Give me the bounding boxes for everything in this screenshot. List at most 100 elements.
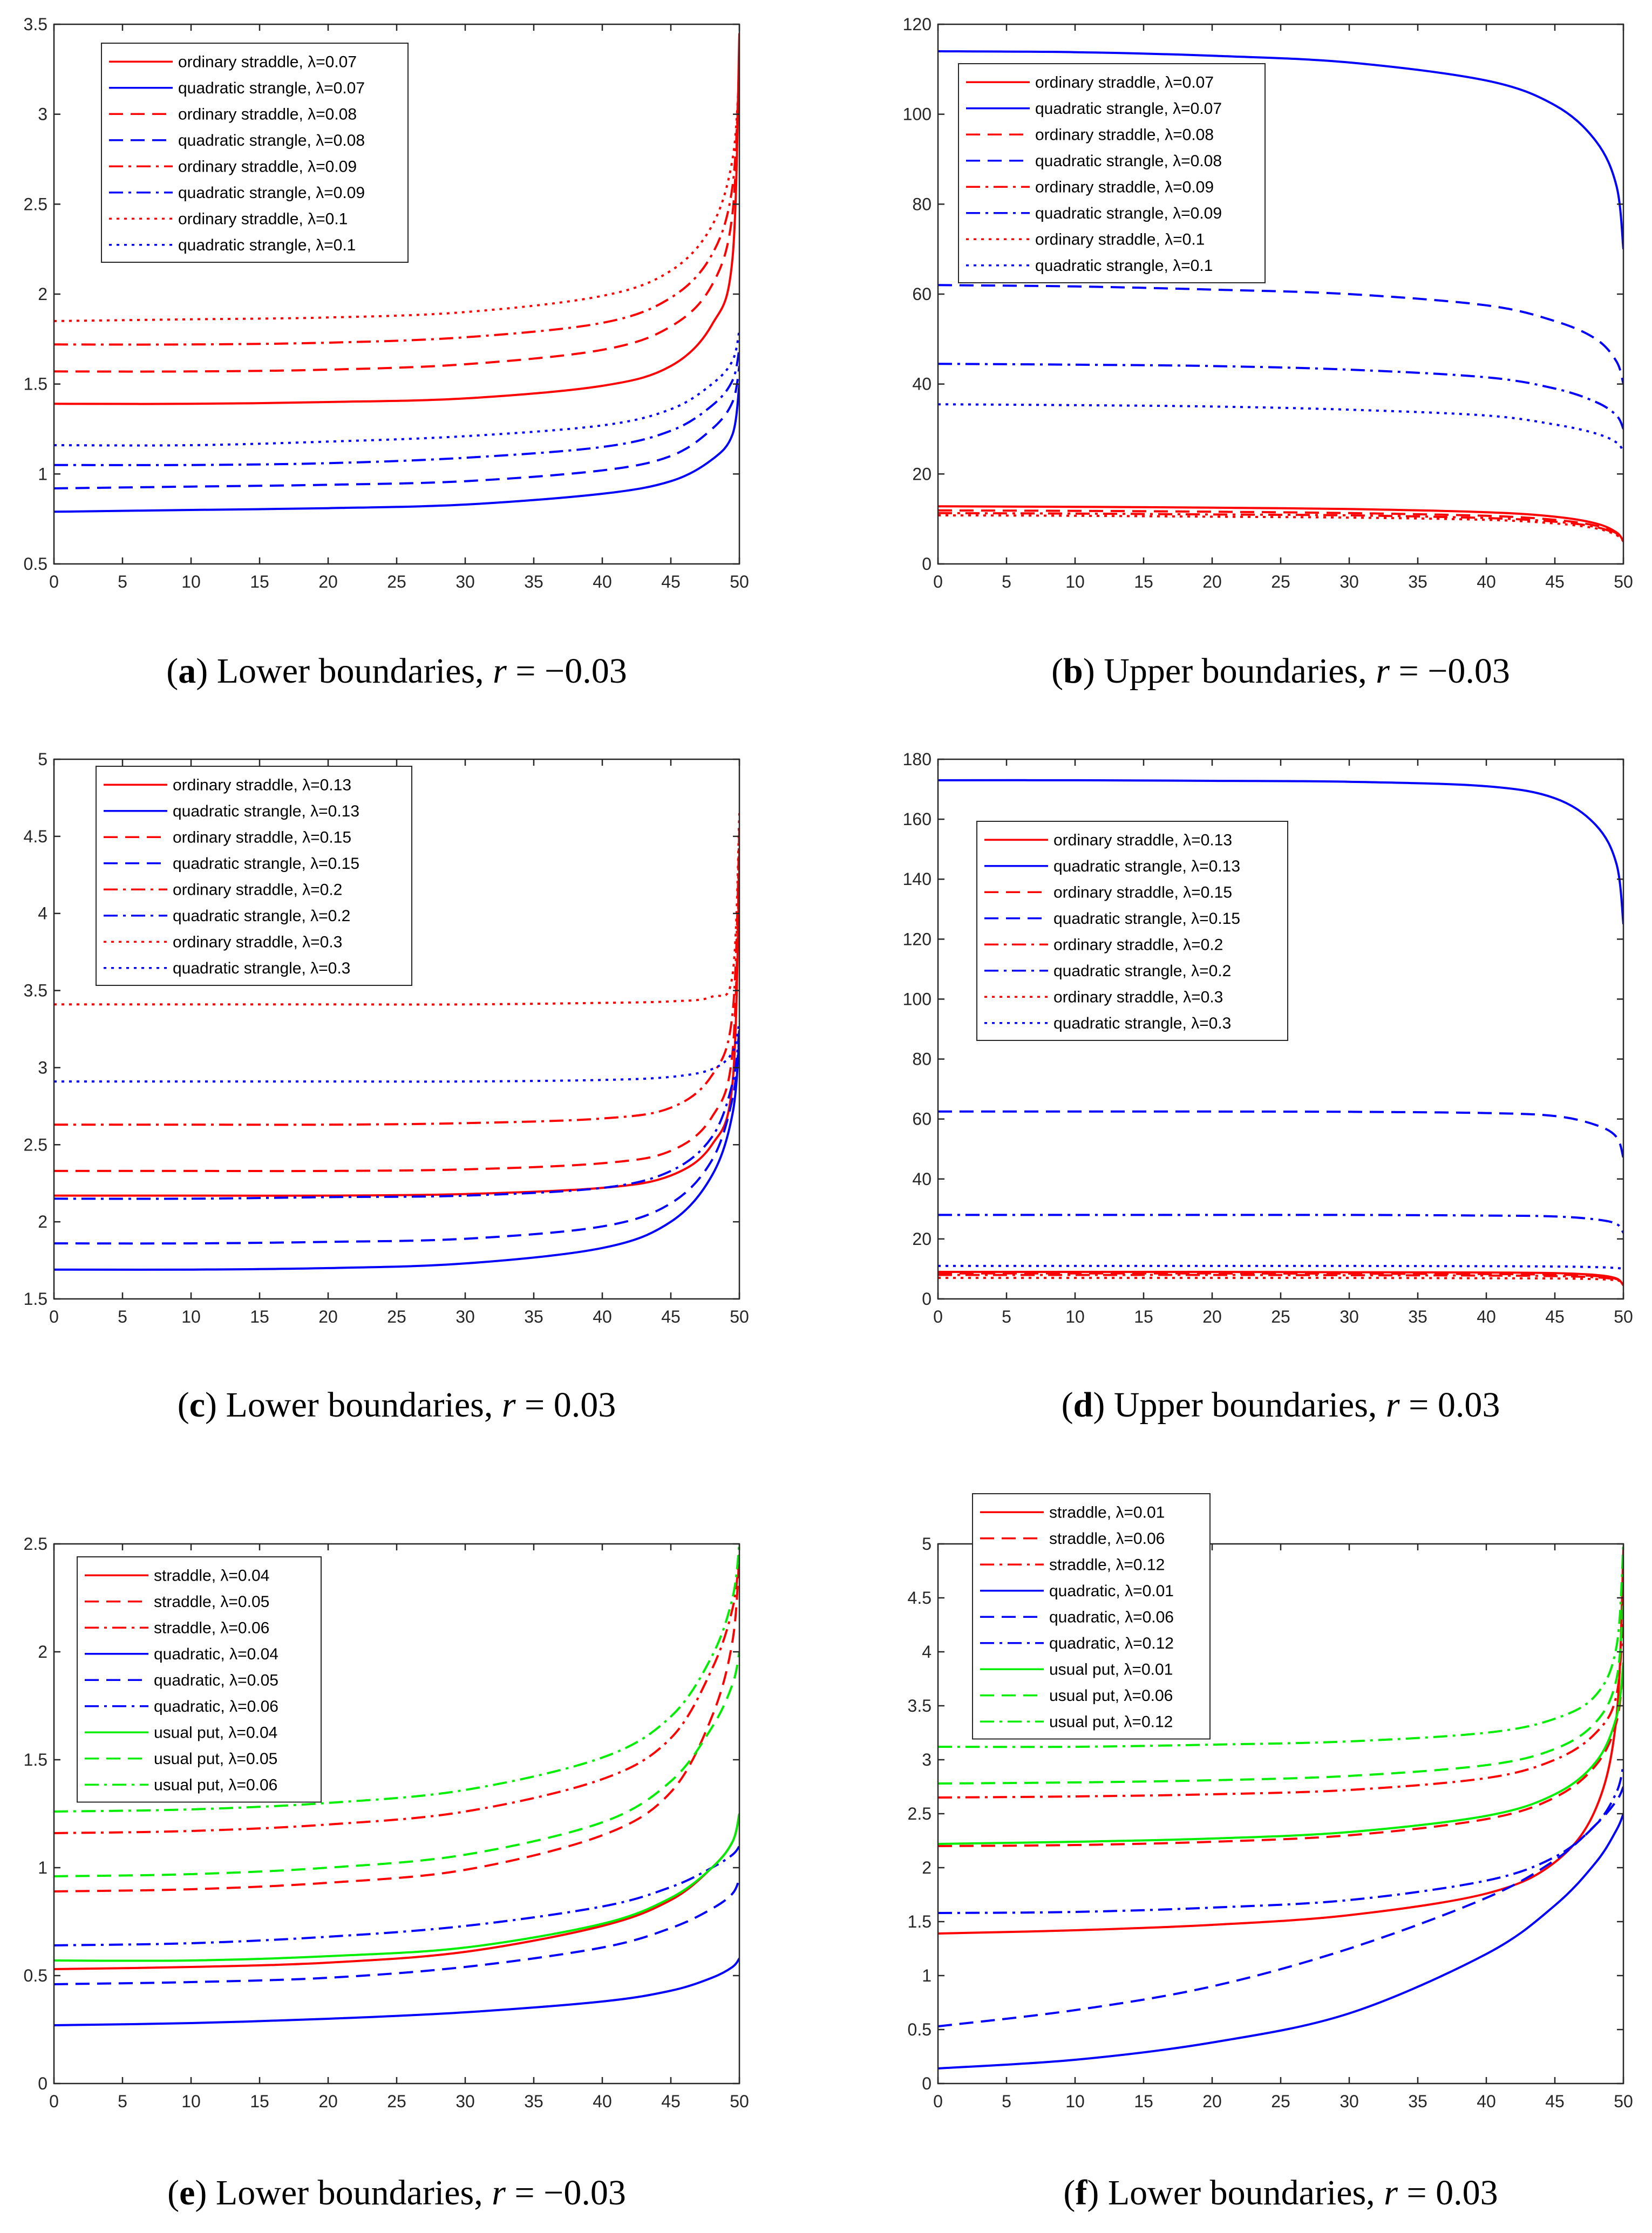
series-line-d-1 bbox=[938, 779, 1623, 924]
caption-letter: e bbox=[179, 2173, 195, 2212]
x-tick-label: 20 bbox=[1202, 2092, 1222, 2111]
x-tick-label: 50 bbox=[730, 1307, 749, 1326]
x-tick-label: 35 bbox=[524, 2092, 543, 2111]
subfigure-caption: (d) Upper boundaries, r = 0.03 bbox=[1062, 1385, 1500, 1425]
series-line-d-5 bbox=[938, 1214, 1623, 1234]
series-line-c-1 bbox=[54, 1037, 739, 1271]
x-tick-label: 40 bbox=[1477, 2092, 1496, 2111]
x-tick-label: 15 bbox=[250, 2092, 269, 2111]
subfigure-caption: (e) Lower boundaries, r = −0.03 bbox=[167, 2173, 626, 2212]
series-line-f-0 bbox=[938, 1549, 1623, 1935]
caption-punct: ) bbox=[1083, 651, 1104, 691]
x-tick-label: 10 bbox=[181, 572, 201, 591]
legend-entry: quadratic, λ=0.01 bbox=[1049, 1582, 1174, 1600]
series-line-f-6 bbox=[938, 1662, 1623, 1845]
legend-entry: ordinary straddle, λ=0.08 bbox=[1035, 126, 1214, 144]
series-line-b-5 bbox=[938, 363, 1623, 430]
caption-letter: f bbox=[1075, 2173, 1087, 2212]
legend-entry: usual put, λ=0.05 bbox=[154, 1750, 277, 1768]
legend-entry: quadratic, λ=0.05 bbox=[154, 1671, 278, 1689]
x-tick-label: 10 bbox=[1065, 2092, 1085, 2111]
y-tick-label: 2.5 bbox=[24, 194, 47, 214]
caption-punct: ) bbox=[1093, 1385, 1113, 1425]
x-tick-label: 0 bbox=[49, 1307, 59, 1326]
series-group bbox=[938, 50, 1623, 542]
legend-entry: straddle, λ=0.12 bbox=[1049, 1556, 1165, 1574]
series-line-e-2 bbox=[54, 1554, 739, 1834]
caption-var: r bbox=[1384, 2173, 1398, 2212]
caption-eq: = bbox=[1398, 2173, 1436, 2212]
series-line-a-2 bbox=[54, 51, 739, 373]
legend-entry: ordinary straddle, λ=0.3 bbox=[173, 933, 342, 951]
legend-entry: ordinary straddle, λ=0.07 bbox=[1035, 73, 1214, 91]
y-tick-label: 5 bbox=[38, 750, 47, 769]
legend-entry: ordinary straddle, λ=0.09 bbox=[1035, 178, 1214, 196]
caption-punct: ( bbox=[1062, 1385, 1073, 1425]
caption-punct: ( bbox=[166, 651, 178, 691]
x-tick-label: 30 bbox=[456, 2092, 475, 2111]
x-tick-label: 5 bbox=[1002, 572, 1011, 591]
legend-entry: quadratic strangle, λ=0.13 bbox=[173, 802, 359, 820]
caption-text: Lower boundaries, bbox=[216, 2173, 492, 2212]
y-tick-label: 120 bbox=[903, 929, 932, 949]
legend-entry: ordinary straddle, λ=0.2 bbox=[173, 881, 342, 898]
legend: ordinary straddle, λ=0.13 quadratic stran… bbox=[96, 766, 412, 986]
y-tick-label: 0 bbox=[38, 2074, 47, 2093]
x-tick-label: 40 bbox=[593, 2092, 612, 2111]
y-tick-label: 3 bbox=[38, 1058, 47, 1077]
legend-entry: straddle, λ=0.06 bbox=[154, 1619, 269, 1637]
series-line-c-6 bbox=[54, 813, 739, 1006]
y-tick-label: 0 bbox=[922, 2074, 932, 2093]
caption-val: 0.03 bbox=[1438, 1385, 1500, 1425]
x-tick-label: 20 bbox=[318, 572, 338, 591]
legend-entry: quadratic strangle, λ=0.08 bbox=[1035, 152, 1222, 170]
legend-entry: quadratic strangle, λ=0.1 bbox=[178, 236, 356, 254]
x-tick-label: 10 bbox=[181, 2092, 201, 2111]
subfigure-caption: (f) Lower boundaries, r = 0.03 bbox=[1063, 2173, 1498, 2212]
x-tick-label: 25 bbox=[1271, 2092, 1290, 2111]
legend-entry: usual put, λ=0.06 bbox=[1049, 1687, 1173, 1705]
series-line-d-3 bbox=[938, 1110, 1623, 1159]
y-tick-label: 20 bbox=[912, 464, 932, 484]
y-tick-label: 4.5 bbox=[908, 1588, 932, 1608]
chart-panel-c: 0 5 10 15 20 25 30 35 40 45 50 1.5 2 2.5 3 3.5 4 4.5 5 ordi… bbox=[24, 750, 749, 1425]
y-tick-label: 160 bbox=[903, 809, 932, 829]
x-tick-label: 20 bbox=[1202, 1307, 1222, 1326]
x-tick-label: 30 bbox=[1340, 2092, 1359, 2111]
series-line-f-3 bbox=[938, 1813, 1623, 2069]
caption-text: Lower boundaries, bbox=[1108, 2173, 1384, 2212]
series-line-f-8 bbox=[938, 1544, 1623, 1748]
y-tick-label: 2 bbox=[38, 1642, 47, 1662]
x-tick-label: 40 bbox=[1477, 572, 1496, 591]
series-line-f-7 bbox=[938, 1597, 1623, 1785]
caption-text: Lower boundaries, bbox=[226, 1385, 502, 1425]
series-group bbox=[54, 33, 739, 513]
x-tick-label: 50 bbox=[730, 572, 749, 591]
legend-entry: ordinary straddle, λ=0.07 bbox=[178, 53, 357, 71]
series-line-c-7 bbox=[54, 1021, 739, 1083]
x-tick-label: 25 bbox=[387, 2092, 406, 2111]
series-line-a-6 bbox=[54, 69, 739, 322]
x-tick-label: 45 bbox=[661, 572, 681, 591]
y-tick-label: 40 bbox=[912, 1169, 932, 1189]
x-tick-label: 0 bbox=[49, 572, 59, 591]
series-group bbox=[54, 1544, 739, 2026]
x-tick-label: 35 bbox=[1408, 1307, 1427, 1326]
caption-var: r bbox=[493, 651, 507, 691]
x-tick-label: 5 bbox=[1002, 1307, 1011, 1326]
x-tick-label: 40 bbox=[593, 572, 612, 591]
x-tick-label: 40 bbox=[1477, 1307, 1496, 1326]
x-tick-label: 10 bbox=[1065, 1307, 1085, 1326]
series-line-a-4 bbox=[54, 60, 739, 346]
series-line-c-2 bbox=[54, 852, 739, 1173]
legend-entry: straddle, λ=0.04 bbox=[154, 1567, 269, 1584]
legend-entry: quadratic strangle, λ=0.13 bbox=[1053, 857, 1240, 875]
series-line-d-2 bbox=[938, 1272, 1623, 1285]
x-tick-label: 5 bbox=[118, 1307, 127, 1326]
x-tick-label: 5 bbox=[118, 572, 127, 591]
subfigure-caption: (c) Lower boundaries, r = 0.03 bbox=[178, 1385, 616, 1425]
caption-eq: = bbox=[516, 1385, 554, 1425]
legend-entry: quadratic, λ=0.06 bbox=[1049, 1608, 1174, 1626]
x-tick-label: 50 bbox=[730, 2092, 749, 2111]
